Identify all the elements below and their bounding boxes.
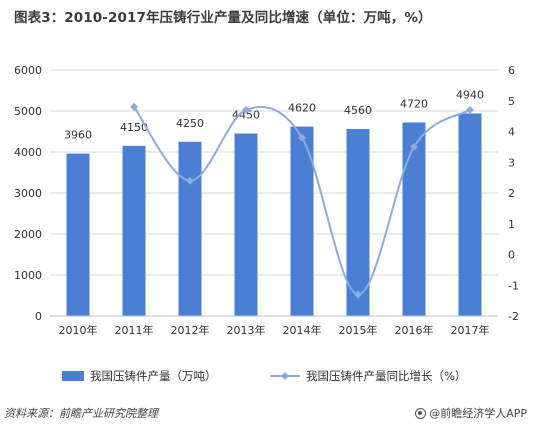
- y-left-tick-label: 6000: [14, 64, 42, 77]
- y-left-tick-label: 5000: [14, 105, 42, 118]
- brand-logo-icon: [415, 407, 427, 419]
- y-left-tick-label: 4000: [14, 146, 42, 159]
- growth-point: [242, 105, 250, 114]
- bar: [122, 145, 146, 316]
- bar-data-label: 4150: [120, 121, 148, 134]
- y-right-tick-label: 2: [508, 187, 515, 200]
- x-tick-label: 2016年: [395, 323, 434, 337]
- legend-bar-label: 我国压铸件产量（万吨）: [90, 369, 217, 383]
- bar: [178, 141, 202, 316]
- x-tick-label: 2012年: [171, 323, 210, 337]
- y-left-tick-label: 2000: [14, 228, 42, 241]
- bar: [458, 113, 482, 317]
- y-left-tick-label: 3000: [14, 187, 42, 200]
- growth-point: [130, 102, 138, 111]
- bar: [346, 129, 370, 316]
- x-tick-label: 2013年: [227, 323, 266, 337]
- growth-point: [186, 176, 194, 185]
- bar: [234, 133, 258, 316]
- growth-point: [410, 142, 418, 151]
- y-right-tick-label: 3: [508, 156, 515, 169]
- x-tick-label: 2010年: [59, 323, 98, 337]
- y-left-tick-label: 0: [35, 310, 42, 323]
- y-right-tick-label: 4: [508, 126, 515, 139]
- y-right-tick-label: -2: [508, 310, 519, 323]
- source-note: 资料来源：前瞻产业研究院整理: [4, 407, 158, 420]
- brand-text: @前瞻经济学人APP: [429, 407, 527, 420]
- y-right-tick-label: 6: [508, 64, 515, 77]
- y-right-tick-label: -1: [508, 279, 519, 292]
- y-right-tick-label: 0: [508, 249, 515, 262]
- bar-data-label: 4720: [400, 97, 428, 110]
- x-tick-label: 2015年: [339, 323, 378, 337]
- bar: [402, 122, 426, 316]
- growth-point: [298, 133, 306, 142]
- bar-data-label: 4940: [456, 88, 484, 101]
- x-tick-label: 2011年: [115, 323, 154, 337]
- legend-bar-swatch: [62, 371, 84, 381]
- bar: [290, 126, 314, 316]
- growth-point: [466, 105, 474, 114]
- bar-data-label: 3960: [64, 129, 92, 142]
- chart-title: 图表3：2010-2017年压铸行业产量及同比增速（单位：万吨，%）: [14, 10, 432, 26]
- bar-data-label: 4250: [176, 117, 204, 130]
- legend-line-label: 我国压铸件产量同比增长（%）: [306, 369, 466, 383]
- bar-data-label: 4560: [344, 104, 372, 117]
- x-tick-label: 2017年: [451, 323, 490, 337]
- growth-point: [354, 290, 362, 299]
- y-left-tick-label: 1000: [14, 269, 42, 282]
- bar-data-label: 4450: [232, 109, 260, 122]
- legend-line-marker: [281, 372, 289, 380]
- y-right-tick-label: 5: [508, 95, 515, 108]
- brand-mark: @前瞻经济学人APP: [415, 405, 527, 421]
- bar-data-label: 4620: [288, 102, 316, 115]
- y-right-tick-label: 1: [508, 218, 515, 231]
- x-tick-label: 2014年: [283, 323, 322, 337]
- bar: [66, 153, 90, 316]
